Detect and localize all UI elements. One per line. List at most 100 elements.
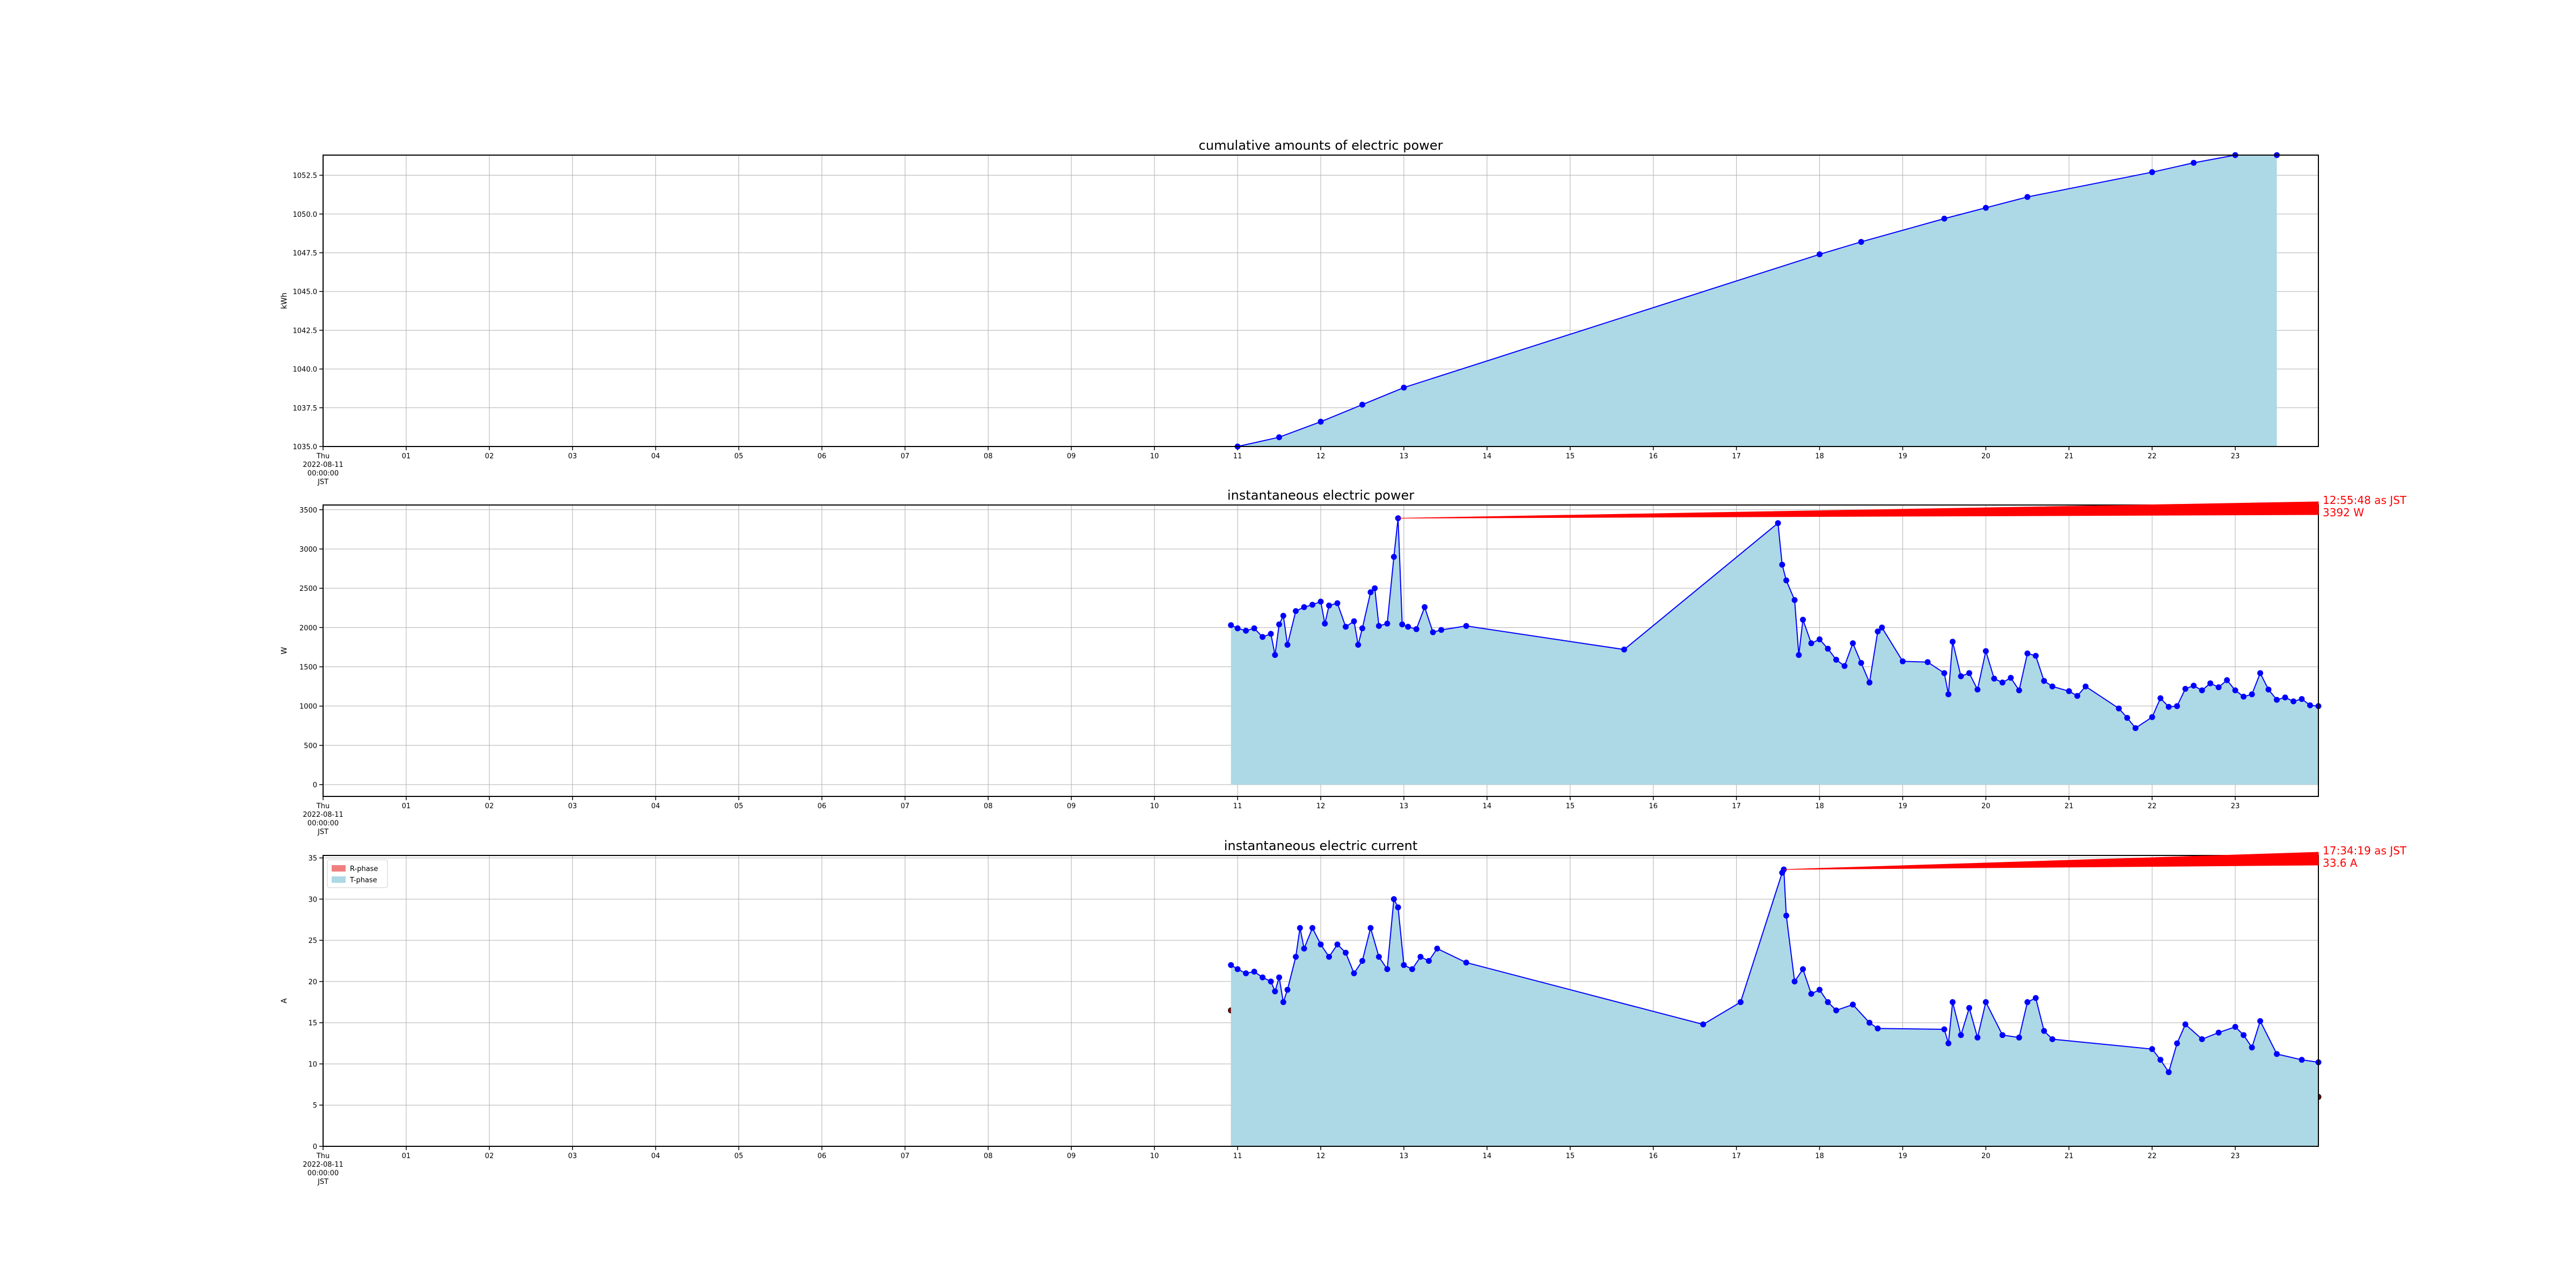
t-phase-point xyxy=(2199,1036,2205,1042)
series-0-point xyxy=(1401,384,1407,391)
x-tick-label: 05 xyxy=(734,802,743,810)
t-phase-point xyxy=(1401,962,1407,968)
x-tick-label: 15 xyxy=(1565,452,1575,460)
x-tick-label: 02 xyxy=(485,452,494,460)
series-0-point xyxy=(1384,620,1391,627)
x-tick-label-line: 19 xyxy=(1898,452,1907,460)
t-phase-point xyxy=(2232,1023,2238,1030)
y-tick-label: 0 xyxy=(313,781,317,789)
t-phase-point xyxy=(1999,1032,2006,1038)
peak-annotation: 12:55:48 as JST 3392 W xyxy=(1398,494,2407,519)
x-tick-label-line: JST xyxy=(317,828,328,836)
legend-swatch xyxy=(332,876,346,883)
series-0-point xyxy=(1375,623,1382,629)
t-phase-point xyxy=(1268,978,1274,985)
legend-label: R-phase xyxy=(350,865,378,873)
series-0-point xyxy=(2215,684,2222,691)
x-tick-label-line: 03 xyxy=(568,452,577,460)
t-phase-point xyxy=(1791,978,1798,985)
t-phase-point xyxy=(1326,954,1332,960)
x-tick-label-line: 02 xyxy=(485,452,494,460)
x-tick-label: 18 xyxy=(1815,452,1824,460)
legend: R-phase T-phase xyxy=(327,859,388,888)
annotation-arrow xyxy=(1783,852,2319,870)
y-tick-label: 1037.5 xyxy=(293,405,318,413)
t-phase-point xyxy=(1966,1005,1972,1011)
annotation-label: 17:34:19 as JST 33.6 A xyxy=(2323,844,2407,869)
series-0-area xyxy=(1238,155,2277,447)
series-0-point xyxy=(1621,646,1627,653)
tick-labels: Thu 2022-08-11 00:00:00 JST 01 02 03 04 05 06 07 08… xyxy=(299,507,2240,836)
peak-annotation: 17:34:19 as JST 33.6 A xyxy=(1783,844,2407,870)
x-tick-label: Thu 2022-08-11 00:00:00 JST xyxy=(303,802,343,836)
x-tick-label-line: Thu xyxy=(316,452,330,460)
x-tick-label: 17 xyxy=(1732,802,1741,810)
x-tick-label-line: 07 xyxy=(901,452,910,460)
series-0-point xyxy=(1858,660,1864,666)
series-0-point xyxy=(2066,688,2072,694)
y-tick-label: 3000 xyxy=(299,546,317,554)
x-tick-label: 15 xyxy=(1565,802,1575,810)
x-tick-label-line: 2022-08-11 xyxy=(303,1161,343,1169)
tick-labels: Thu 2022-08-11 00:00:00 JST 01 02 03 04 05 06 07 08… xyxy=(293,172,2240,486)
series-0-point xyxy=(2191,159,2197,166)
x-tick-label: 02 xyxy=(485,802,494,810)
t-phase-point xyxy=(2149,1046,2155,1052)
series-0-point xyxy=(1334,600,1341,606)
x-tick-label-line: 11 xyxy=(1233,802,1242,810)
x-tick-label-line: 03 xyxy=(568,802,577,810)
x-tick-label: 10 xyxy=(1150,452,1159,460)
series-0-point xyxy=(1879,624,1885,631)
x-tick-label: 07 xyxy=(901,802,910,810)
x-tick-label-line: 2022-08-11 xyxy=(303,461,343,469)
series-0-point xyxy=(1867,679,1872,686)
x-tick-label: 03 xyxy=(568,802,577,810)
t-phase-point xyxy=(1417,954,1424,960)
x-tick-label-line: 10 xyxy=(1150,452,1159,460)
x-tick-label-line: 03 xyxy=(568,1152,577,1160)
series-0-point xyxy=(1796,652,1802,658)
series-0-point xyxy=(1326,602,1332,609)
t-phase-point xyxy=(1301,946,1307,952)
t-phase-point xyxy=(1737,999,1744,1005)
series-0-point xyxy=(2116,705,2122,712)
series-0-point xyxy=(1280,612,1286,619)
x-tick-label: 23 xyxy=(2231,802,2240,810)
x-tick-label-line: 16 xyxy=(1649,802,1658,810)
t-phase-point xyxy=(1367,925,1374,931)
x-tick-label: 01 xyxy=(402,452,411,460)
series-0-point xyxy=(1430,629,1436,635)
series-0-point xyxy=(1318,419,1324,425)
x-tick-label: 14 xyxy=(1483,1152,1492,1160)
series-0-point xyxy=(1351,618,1357,625)
x-tick-label-line: 05 xyxy=(734,452,743,460)
t-phase-point xyxy=(1260,974,1266,980)
x-tick-label-line: 14 xyxy=(1483,452,1492,460)
t-phase-point xyxy=(1974,1034,1981,1041)
series-0-point xyxy=(1966,670,1972,676)
series-0-point xyxy=(1808,640,1814,647)
series-0-point xyxy=(2157,695,2164,701)
t-phase-point xyxy=(2041,1028,2047,1034)
x-tick-label: 21 xyxy=(2065,1152,2074,1160)
annotation-label-line: 3392 W xyxy=(2323,506,2364,519)
series-0-point xyxy=(2232,687,2238,693)
x-tick-label-line: 18 xyxy=(1815,802,1824,810)
x-tick-label: 16 xyxy=(1649,802,1658,810)
series-0-area xyxy=(1231,518,2318,785)
x-tick-label-line: 01 xyxy=(402,802,411,810)
x-tick-label: 12 xyxy=(1316,1152,1326,1160)
x-tick-label: 07 xyxy=(901,452,910,460)
x-tick-label: 07 xyxy=(901,1152,910,1160)
x-tick-label: 10 xyxy=(1150,802,1159,810)
x-tick-label-line: 13 xyxy=(1400,802,1409,810)
x-tick-label: 22 xyxy=(2148,1152,2157,1160)
y-tick-label: 1042.5 xyxy=(293,327,318,335)
x-tick-label-line: JST xyxy=(317,1178,328,1186)
series-0-point xyxy=(1800,617,1806,623)
t-phase-point xyxy=(1251,969,1257,975)
series-0-point xyxy=(2149,169,2155,175)
t-phase-point xyxy=(1318,941,1324,948)
x-tick-label-line: 17 xyxy=(1732,802,1741,810)
